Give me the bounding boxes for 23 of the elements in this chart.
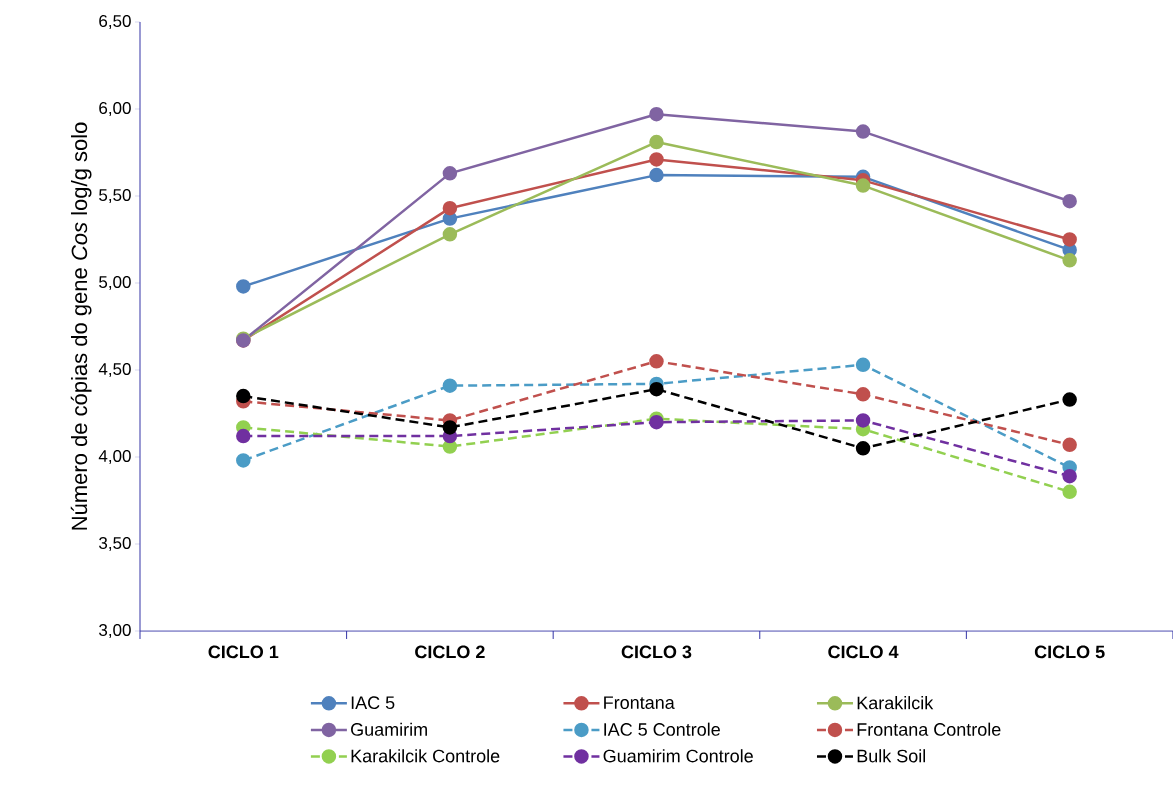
x-tick-label: CICLO 5 bbox=[1034, 645, 1105, 659]
x-tick-label: CICLO 2 bbox=[415, 645, 485, 659]
y-tick-label: 4,00 bbox=[98, 449, 131, 465]
legend-label: Karakilcik Controle bbox=[351, 749, 500, 763]
legend-label: Bulk Soil bbox=[857, 749, 926, 763]
y-tick-label: 5,00 bbox=[99, 275, 131, 291]
y-tick-label: 6,00 bbox=[99, 101, 131, 117]
y-tick-label: 3,00 bbox=[99, 623, 131, 639]
y-tick-label: 5,50 bbox=[99, 188, 131, 204]
y-tick-label: 3,50 bbox=[99, 536, 131, 552]
x-tick-label: CICLO 1 bbox=[208, 645, 279, 659]
y-axis-title: Número de cópias do gene Cos log/g solo bbox=[70, 122, 92, 530]
legend-label: Karakilcik bbox=[857, 696, 934, 710]
x-tick-label: CICLO 3 bbox=[621, 645, 692, 659]
legend-label: IAC 5 Controle bbox=[604, 722, 720, 736]
legend-label: Guamirim Controle bbox=[603, 749, 753, 763]
legend-label: IAC 5 bbox=[351, 696, 395, 710]
y-tick-label: 6,50 bbox=[99, 14, 131, 30]
legend-label: Frontana Controle bbox=[857, 722, 1001, 736]
x-tick-label: CICLO 4 bbox=[828, 645, 899, 659]
legend-label: Frontana bbox=[604, 696, 675, 709]
y-tick-label: 4,50 bbox=[98, 362, 131, 378]
legend-label: Guamirim bbox=[351, 722, 427, 736]
